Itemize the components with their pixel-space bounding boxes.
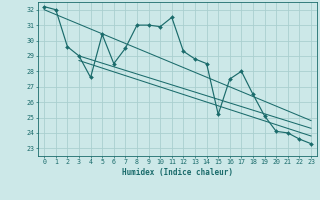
X-axis label: Humidex (Indice chaleur): Humidex (Indice chaleur) [122,168,233,177]
